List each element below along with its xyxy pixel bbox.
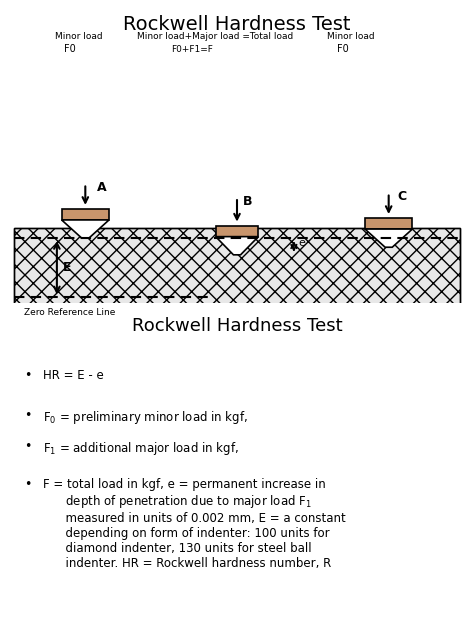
Text: Minor load: Minor load [327,32,374,42]
Text: Rockwell Hardness Test: Rockwell Hardness Test [123,15,351,34]
Text: F0: F0 [337,44,348,54]
Text: F0: F0 [64,44,76,54]
Text: •: • [24,478,31,490]
Text: F$_0$ = preliminary minor load in kgf,: F$_0$ = preliminary minor load in kgf, [43,408,247,425]
Text: e: e [299,238,306,248]
FancyBboxPatch shape [14,228,460,319]
Text: •: • [24,369,31,382]
FancyBboxPatch shape [62,209,109,220]
Text: A: A [97,181,107,194]
Text: F0+F1=F: F0+F1=F [171,45,212,54]
Polygon shape [216,236,258,255]
Text: •: • [24,408,31,422]
FancyBboxPatch shape [365,219,412,229]
Text: E: E [63,261,71,274]
Text: B: B [243,195,252,208]
Polygon shape [62,220,109,238]
Text: Minor load+Major load =Total load: Minor load+Major load =Total load [137,32,294,42]
Text: C: C [397,190,406,204]
Text: Minor load: Minor load [55,32,102,42]
Text: F = total load in kgf, e = permanent increase in
      depth of penetration due : F = total load in kgf, e = permanent inc… [43,478,346,570]
Text: •: • [24,440,31,453]
FancyBboxPatch shape [216,226,258,236]
Text: F$_1$ = additional major load in kgf,: F$_1$ = additional major load in kgf, [43,440,238,457]
Text: Rockwell Hardness Test: Rockwell Hardness Test [132,317,342,334]
Text: HR = E - e: HR = E - e [43,369,103,382]
Polygon shape [365,229,412,247]
Text: Zero Reference Line: Zero Reference Line [24,308,115,317]
